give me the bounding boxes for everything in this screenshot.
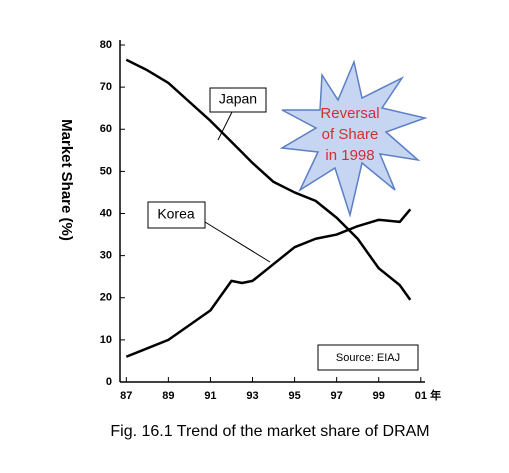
- y-tick-label: 80: [100, 39, 112, 51]
- korea-callout: [147, 201, 206, 229]
- x-tick-label: 99: [373, 390, 385, 402]
- korea-label: Korea: [157, 206, 195, 222]
- source-text: Source: EIAJ: [336, 352, 400, 364]
- x-tick-label: 97: [331, 390, 343, 402]
- japan-pointer: [217, 111, 233, 141]
- y-tick-label: 30: [100, 250, 112, 262]
- x-tick-label: 91: [204, 390, 216, 402]
- y-axis-label: Market Share (%): [58, 119, 75, 241]
- korea-pointer: [204, 221, 271, 263]
- annotation-text: in 1998: [325, 147, 374, 164]
- series-line: [125, 58, 412, 301]
- x-tick-label: 01 年: [415, 388, 441, 402]
- source-box: [317, 344, 419, 371]
- annotation-text: of Share: [322, 126, 379, 143]
- y-tick-label: 10: [100, 334, 112, 346]
- x-tick-label: 89: [162, 390, 174, 402]
- annotation-text: Reversal: [320, 105, 379, 122]
- y-tick-label: 0: [106, 376, 112, 388]
- japan-label: Japan: [219, 91, 257, 107]
- caption: Fig. 16.1 Trend of the market share of D…: [110, 423, 429, 440]
- y-tick-label: 70: [100, 81, 112, 93]
- y-tick-label: 60: [100, 123, 112, 135]
- x-tick-label: 93: [246, 390, 258, 402]
- x-tick-label: 95: [288, 390, 300, 402]
- series-line: [125, 208, 412, 358]
- y-tick-label: 50: [100, 165, 112, 177]
- starburst: [279, 59, 428, 218]
- y-tick-label: 20: [100, 292, 112, 304]
- y-tick-label: 40: [100, 207, 112, 219]
- japan-callout: [209, 87, 267, 113]
- x-tick-label: 87: [120, 390, 132, 402]
